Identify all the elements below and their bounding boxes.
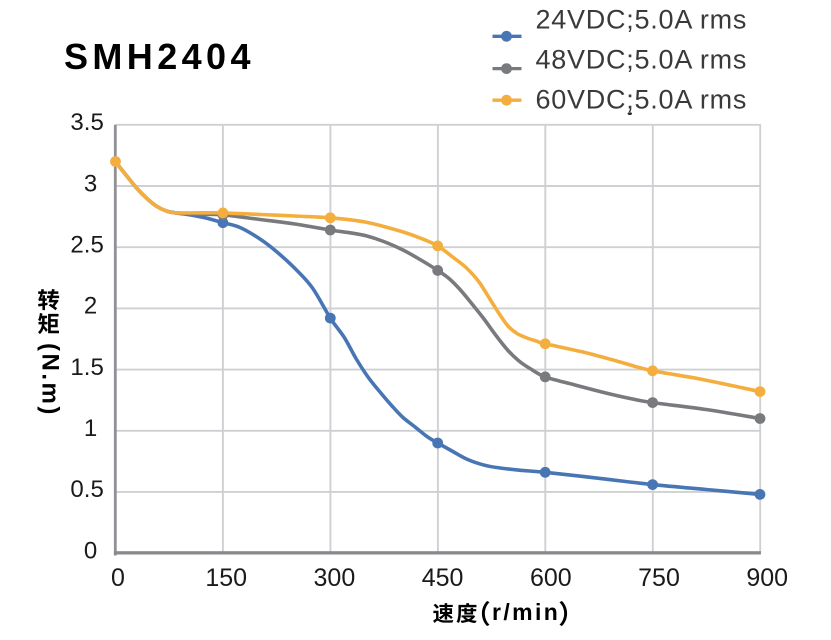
svg-text:450: 450 xyxy=(422,564,464,592)
svg-text:60VDC;5.0A rms: 60VDC;5.0A rms xyxy=(536,85,748,115)
svg-text:r/min: r/min xyxy=(492,599,560,625)
svg-text:300: 300 xyxy=(314,564,356,592)
svg-text:900: 900 xyxy=(746,564,788,592)
svg-text:24VDC;5.0A rms: 24VDC;5.0A rms xyxy=(536,4,748,34)
svg-text:(N.m): (N.m) xyxy=(37,343,64,417)
svg-text:SMH2404: SMH2404 xyxy=(64,36,255,77)
svg-text:3.5: 3.5 xyxy=(70,109,103,136)
svg-text:150: 150 xyxy=(205,564,247,592)
svg-text:2: 2 xyxy=(84,293,97,320)
svg-text:600: 600 xyxy=(530,564,572,592)
svg-text:48VDC;5.0A rms: 48VDC;5.0A rms xyxy=(536,45,748,75)
svg-text:0: 0 xyxy=(111,564,125,592)
svg-text:0: 0 xyxy=(84,537,97,564)
svg-text:0.5: 0.5 xyxy=(70,476,103,503)
svg-text:2.5: 2.5 xyxy=(70,232,103,259)
svg-text:1.5: 1.5 xyxy=(70,354,103,381)
svg-text:750: 750 xyxy=(638,564,680,592)
svg-text:1: 1 xyxy=(84,415,97,442)
svg-text:3: 3 xyxy=(84,170,97,197)
